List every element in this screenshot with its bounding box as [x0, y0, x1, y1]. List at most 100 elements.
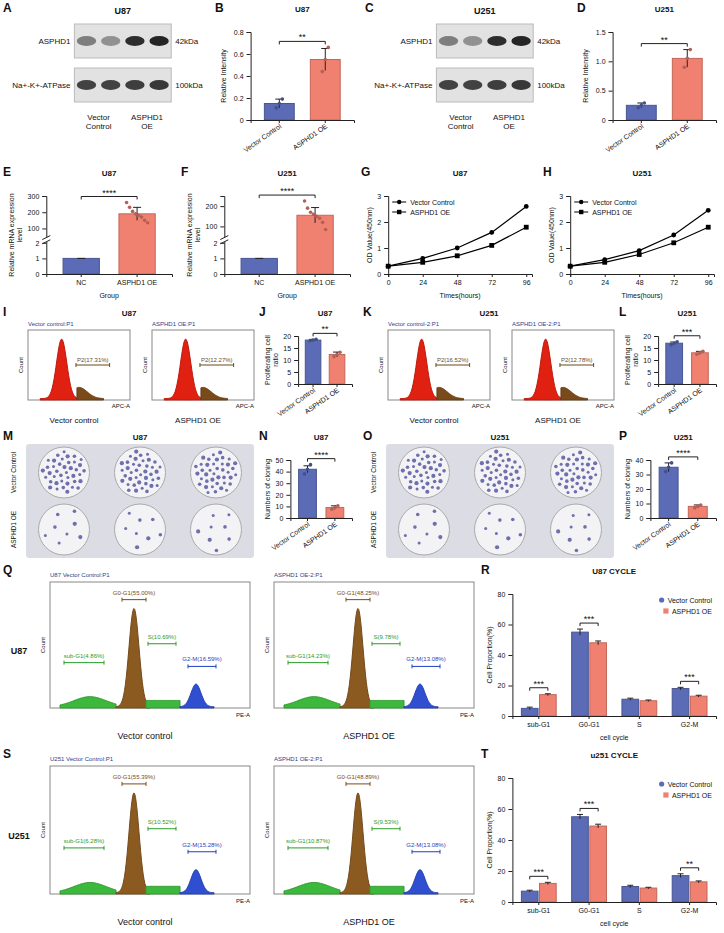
colony — [145, 464, 149, 468]
colony — [581, 456, 585, 460]
bar — [540, 695, 557, 716]
bar — [540, 883, 557, 902]
tick-mark — [609, 61, 613, 62]
tick-label: 96 — [523, 279, 531, 286]
tick-label: G0-G1 — [579, 907, 600, 914]
colony — [223, 525, 227, 529]
panel-letter: H — [543, 165, 552, 179]
tick: 1 — [377, 245, 388, 252]
tick: S — [637, 716, 642, 728]
tick-mark — [508, 778, 512, 779]
tick-label: 96 — [705, 279, 713, 286]
tick-label: 3 — [559, 193, 563, 200]
tick-mark — [508, 625, 512, 626]
tick: 20 — [276, 492, 291, 499]
colony — [54, 481, 58, 485]
tick: G2-M — [681, 902, 699, 914]
tick-mark — [220, 226, 224, 227]
axis-title: Count — [264, 637, 270, 653]
colony — [438, 479, 442, 483]
colony — [200, 463, 203, 466]
colony — [63, 450, 66, 453]
colony — [218, 450, 222, 454]
flow-header: U251 Vector Control:P1 — [50, 756, 114, 762]
text-line: Vector — [449, 113, 472, 122]
tick-mark — [708, 274, 709, 277]
colony — [492, 483, 496, 487]
tick-mark — [81, 274, 82, 277]
significance: *** — [534, 867, 545, 877]
point — [281, 97, 285, 101]
caption: Vector control — [117, 731, 172, 741]
colony — [499, 473, 502, 476]
tick-mark — [668, 518, 669, 521]
well — [191, 447, 242, 498]
colony — [60, 479, 63, 482]
tick-label: ASPHD1 OE — [303, 386, 340, 415]
colony — [426, 454, 430, 458]
axis-title: APC-A — [472, 403, 490, 409]
tick: 20 — [498, 868, 513, 875]
line — [570, 227, 708, 266]
plot-area — [521, 814, 707, 902]
colony — [511, 466, 514, 469]
plot: 05101520Vector ControlASPHD1 OE** — [276, 324, 353, 417]
point — [312, 212, 316, 216]
axis: sub-G1G0-G1SG2-M — [513, 902, 717, 914]
flow-header: ASPHD1 OE-2:P1 — [274, 756, 323, 762]
point — [336, 504, 340, 508]
legend: Vector ControlASPHD1 OE — [659, 597, 712, 615]
axis-line — [247, 33, 252, 121]
colony — [484, 527, 487, 530]
colony — [62, 465, 66, 469]
axis: Vector ControlASPHD1 OE — [270, 518, 352, 552]
chart-panel: LProliferating cellratioU25105101520Vect… — [619, 305, 717, 418]
plot: 05101520Vector ControlASPHD1 OE*** — [637, 327, 716, 418]
legend: Vector ControlASPHD1 OE — [659, 781, 712, 799]
tick-mark — [689, 716, 690, 719]
plot-area — [63, 201, 155, 274]
line — [388, 206, 526, 266]
tick-label: 1 — [377, 245, 381, 252]
blot-size: 42kDa — [175, 37, 199, 46]
well — [475, 504, 526, 555]
chart-panel: ERelative mRNA expressionlevelU870121002… — [3, 165, 173, 300]
tick-label: 20 — [636, 486, 644, 493]
colony — [413, 525, 417, 529]
text-line: OE — [141, 122, 153, 131]
axis: Vector ControlASPHD1 OE — [632, 518, 717, 552]
tick: 30 — [636, 471, 651, 478]
point — [568, 264, 573, 269]
group-label: ASPHD1OE — [493, 113, 526, 131]
blot-size: 100kDa — [175, 81, 203, 90]
colony — [487, 488, 491, 492]
colony — [502, 459, 505, 462]
colony — [228, 457, 231, 460]
blot-band — [511, 36, 530, 46]
colony — [490, 471, 493, 474]
tick-mark — [566, 222, 570, 223]
tick-mark — [538, 902, 539, 905]
colony — [127, 488, 131, 492]
tick-label: 48 — [636, 279, 644, 286]
text-line: Control — [448, 122, 474, 131]
colony — [49, 480, 53, 484]
axis-line — [609, 33, 614, 121]
colony — [498, 463, 502, 467]
chart-title: U251 — [674, 433, 694, 442]
colony — [143, 469, 147, 473]
colony — [594, 473, 597, 476]
histogram — [40, 339, 77, 400]
axis-title: Count — [502, 357, 508, 373]
tick-label: 0 — [377, 271, 381, 278]
plot: 01020304050Vector ControlASPHD1 OE**** — [270, 450, 352, 552]
colony — [593, 461, 597, 465]
error-bar — [311, 208, 319, 223]
blot-title: U87 — [115, 6, 132, 16]
tick-mark — [538, 716, 539, 719]
colony — [146, 536, 150, 540]
colony — [204, 485, 208, 489]
gate — [436, 363, 470, 367]
group-label: VectorControl — [448, 113, 474, 131]
tick-label: G0-G1 — [579, 721, 600, 728]
